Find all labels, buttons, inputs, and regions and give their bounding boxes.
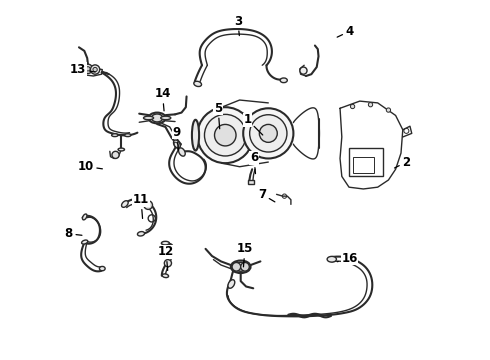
Text: 15: 15 — [237, 242, 253, 267]
Circle shape — [91, 65, 100, 74]
Ellipse shape — [192, 120, 199, 150]
Circle shape — [386, 108, 391, 112]
Circle shape — [83, 64, 93, 73]
Text: 2: 2 — [394, 156, 411, 168]
Ellipse shape — [194, 81, 201, 86]
Text: 13: 13 — [70, 63, 95, 76]
Ellipse shape — [82, 240, 88, 244]
Text: 4: 4 — [337, 25, 354, 38]
Bar — [248, 180, 254, 184]
Circle shape — [197, 107, 253, 163]
Circle shape — [164, 260, 171, 267]
Circle shape — [144, 201, 152, 210]
Circle shape — [86, 67, 90, 71]
Text: 1: 1 — [244, 113, 263, 135]
Bar — [353, 157, 374, 173]
Text: 8: 8 — [65, 227, 82, 240]
Bar — [349, 148, 383, 176]
Ellipse shape — [151, 114, 163, 122]
Text: 3: 3 — [234, 15, 242, 36]
Ellipse shape — [138, 231, 145, 236]
Text: 12: 12 — [158, 245, 174, 270]
Circle shape — [232, 262, 241, 271]
Circle shape — [112, 151, 119, 158]
Ellipse shape — [82, 214, 87, 220]
Text: 11: 11 — [133, 193, 149, 219]
Ellipse shape — [122, 201, 128, 207]
Circle shape — [250, 115, 287, 152]
Ellipse shape — [124, 134, 131, 136]
Ellipse shape — [234, 262, 247, 271]
Circle shape — [204, 114, 246, 156]
Text: 5: 5 — [214, 102, 222, 129]
Ellipse shape — [161, 116, 171, 120]
Ellipse shape — [99, 266, 105, 271]
Ellipse shape — [228, 280, 235, 288]
Text: 6: 6 — [250, 151, 258, 174]
Ellipse shape — [173, 140, 180, 148]
Text: 9: 9 — [173, 126, 181, 150]
Ellipse shape — [231, 261, 250, 273]
Ellipse shape — [327, 256, 337, 262]
Ellipse shape — [148, 113, 166, 123]
Circle shape — [215, 125, 236, 146]
Ellipse shape — [162, 274, 169, 278]
Circle shape — [163, 247, 172, 256]
Ellipse shape — [112, 134, 118, 136]
Text: 16: 16 — [337, 252, 358, 265]
Circle shape — [243, 108, 294, 158]
Ellipse shape — [280, 78, 287, 83]
Circle shape — [93, 67, 97, 72]
Ellipse shape — [161, 241, 170, 245]
Ellipse shape — [178, 148, 185, 156]
Circle shape — [350, 104, 355, 109]
Text: 7: 7 — [258, 188, 275, 202]
Text: 14: 14 — [154, 87, 171, 111]
Circle shape — [300, 67, 307, 74]
Text: 10: 10 — [77, 160, 102, 173]
Ellipse shape — [144, 116, 153, 120]
Circle shape — [368, 103, 373, 107]
Circle shape — [259, 125, 277, 142]
Ellipse shape — [118, 148, 124, 151]
Circle shape — [241, 262, 249, 271]
